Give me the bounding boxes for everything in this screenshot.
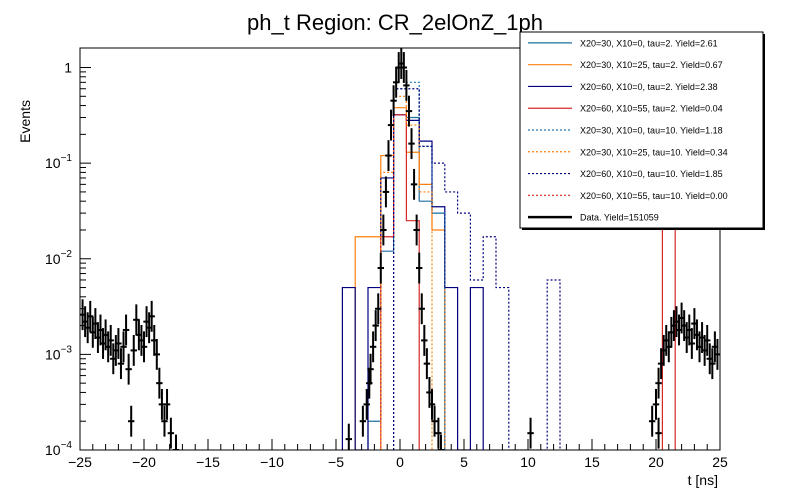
data-point — [400, 52, 408, 83]
data-point — [380, 214, 387, 246]
x-axis-label: t [ns] — [688, 472, 718, 488]
data-point — [87, 300, 94, 332]
legend-label-7: X20=60, X10=55, tau=10. Yield=0.00 — [580, 191, 728, 201]
data-point — [382, 176, 390, 208]
data-point — [408, 128, 415, 160]
x-tick-label: 25 — [712, 454, 728, 470]
data-point — [655, 367, 662, 399]
legend-label-4: X20=30, X10=0, tau=10. Yield=1.18 — [580, 126, 723, 136]
x-tick-label: −5 — [328, 454, 344, 470]
data-point — [428, 388, 436, 420]
legend-label-8: Data. Yield=151059 — [580, 213, 659, 223]
data-point — [390, 85, 397, 117]
x-tick-label: −25 — [68, 454, 92, 470]
data-point — [107, 324, 114, 356]
data-point — [387, 109, 395, 141]
data-point — [655, 417, 662, 449]
data-point — [363, 388, 370, 420]
legend-label-0: X20=30, X10=0, tau=2. Yield=2.61 — [580, 38, 718, 48]
chart-title: ph_t Region: CR_2elOnZ_1ph — [247, 10, 543, 35]
data-point — [125, 353, 132, 385]
y-tick-label: 10−4 — [45, 440, 72, 458]
data-point — [140, 331, 148, 363]
data-point — [359, 405, 367, 437]
data-point — [435, 417, 442, 449]
data-point — [153, 338, 160, 370]
data-point — [148, 300, 155, 332]
series-1-histogram — [354, 107, 446, 450]
data-point — [367, 353, 374, 385]
data-point — [423, 348, 431, 380]
data-point — [115, 328, 122, 359]
y-axis-label: Events — [17, 100, 33, 143]
y-tick-label: 1 — [64, 60, 72, 76]
legend-label-5: X20=30, X10=25, tau=10. Yield=0.34 — [580, 147, 728, 157]
data-point — [167, 417, 175, 449]
y-tick-label: 10−1 — [45, 153, 72, 171]
data-point — [403, 69, 410, 101]
data-point — [369, 331, 377, 363]
data-point — [437, 434, 445, 450]
data-point — [128, 405, 135, 437]
y-tick-label: 10−3 — [45, 344, 72, 362]
data-point — [161, 405, 168, 437]
data-point — [431, 405, 438, 437]
legend-label-6: X20=60, X10=0, tau=10. Yield=1.85 — [580, 169, 723, 179]
x-tick-label: 5 — [460, 454, 468, 470]
data-point — [372, 310, 379, 342]
data-point — [117, 348, 125, 380]
data-point — [421, 324, 428, 356]
data-point — [156, 367, 163, 399]
data-point — [527, 417, 534, 449]
data-point — [413, 214, 420, 246]
data-point — [648, 405, 656, 437]
series-6-histogram — [393, 88, 561, 450]
legend: X20=30, X10=0, tau=2. Yield=2.61 X20=30, … — [519, 31, 765, 230]
x-tick-label: −10 — [260, 454, 284, 470]
x-tick-label: 15 — [584, 454, 600, 470]
x-tick-label: −15 — [196, 454, 220, 470]
data-point — [130, 334, 137, 366]
data-point — [416, 252, 423, 284]
series-2-histogram — [341, 114, 484, 450]
data-point — [652, 388, 660, 420]
data-point — [375, 293, 382, 325]
data-point — [163, 388, 171, 420]
data-point — [172, 434, 180, 450]
data-point — [688, 328, 696, 359]
legend-label-2: X20=60, X10=0, tau=2. Yield=2.38 — [580, 82, 718, 92]
data-point — [418, 293, 425, 325]
data-point — [122, 314, 130, 346]
legend-label-1: X20=30, X10=25, tau=2. Yield=0.67 — [580, 60, 723, 70]
data-point — [405, 95, 413, 127]
x-tick-label: 0 — [396, 454, 404, 470]
legend-label-3: X20=60, X10=55, tau=2. Yield=0.04 — [580, 104, 723, 114]
plot-area — [80, 48, 720, 450]
data-point — [709, 348, 716, 380]
y-tick-label: 10−2 — [45, 249, 72, 267]
data-point — [410, 168, 418, 200]
x-tick-label: 20 — [648, 454, 664, 470]
data-point — [377, 252, 384, 284]
axes: −25 −20 −15 −10 −5 0 5 10 15 20 25 10−4 10−3 10−2 10−1… — [45, 47, 728, 470]
plot-content — [80, 48, 720, 450]
data-point — [385, 140, 392, 171]
x-tick-label: −20 — [132, 454, 156, 470]
x-tick-label: 10 — [520, 454, 536, 470]
data-point — [704, 324, 711, 356]
data-point — [120, 331, 127, 363]
